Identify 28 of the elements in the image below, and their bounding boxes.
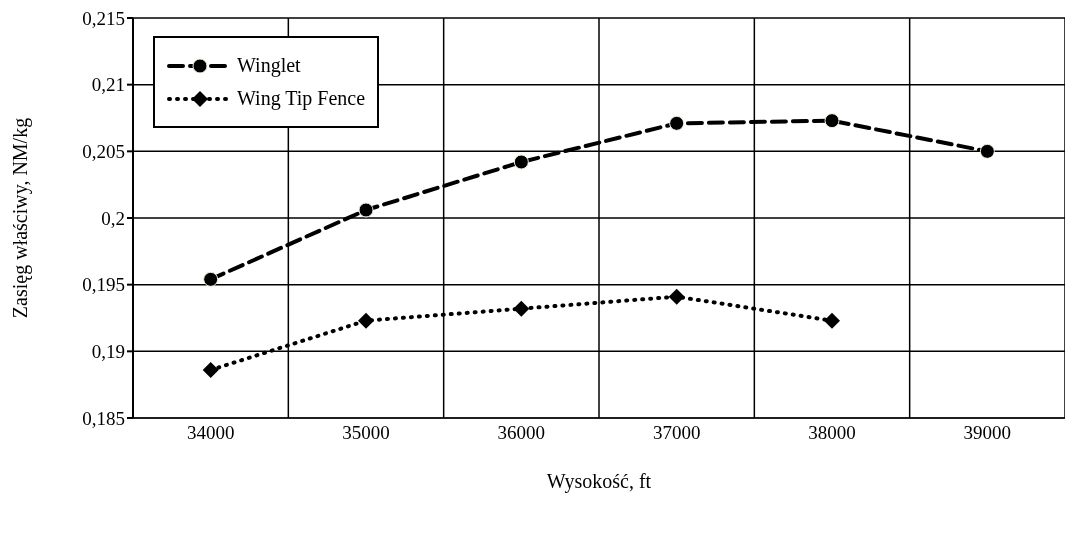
point bbox=[358, 202, 374, 218]
y-tick-label: 0,185 bbox=[82, 407, 125, 429]
point bbox=[824, 312, 840, 329]
x-axis-title: Wysokość, ft bbox=[546, 470, 652, 493]
point bbox=[824, 113, 840, 129]
x-tick-label: 34000 bbox=[186, 422, 235, 444]
legend-label: Wing Tip Fence bbox=[237, 87, 366, 110]
y-tick-label: 0,195 bbox=[82, 274, 125, 296]
y-axis-title: Zasięg właściwy, NM/kg bbox=[9, 117, 33, 319]
x-tick-label: 35000 bbox=[342, 422, 390, 444]
point bbox=[202, 362, 219, 378]
y-tick-label: 0,21 bbox=[91, 74, 125, 96]
point bbox=[513, 154, 529, 170]
point bbox=[669, 115, 685, 131]
y-tick-label: 0,2 bbox=[101, 207, 125, 229]
point bbox=[203, 271, 219, 287]
point bbox=[979, 143, 995, 159]
point bbox=[513, 300, 530, 317]
point bbox=[668, 288, 685, 305]
point bbox=[358, 312, 374, 329]
y-tick-label: 0,215 bbox=[82, 7, 125, 29]
legend-label: Winglet bbox=[237, 54, 301, 77]
y-tick-label: 0,19 bbox=[91, 341, 125, 363]
x-tick-label: 38000 bbox=[808, 422, 856, 444]
x-tick-label: 36000 bbox=[497, 422, 546, 444]
x-tick-label: 39000 bbox=[963, 422, 1012, 444]
y-tick-label: 0,205 bbox=[82, 141, 125, 163]
x-tick-label: 37000 bbox=[652, 422, 701, 444]
